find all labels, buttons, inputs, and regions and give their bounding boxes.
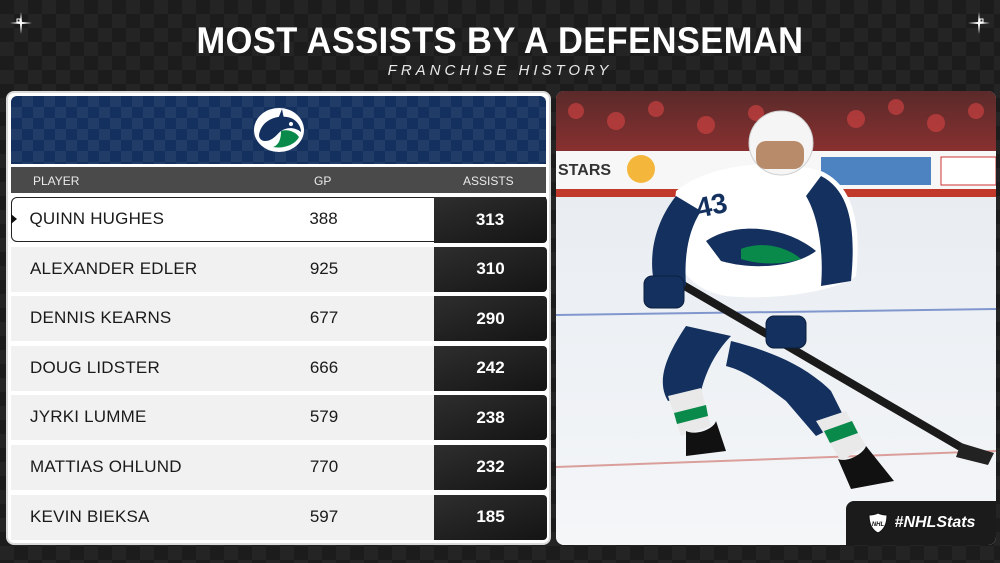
column-header-gp: GP <box>314 174 332 188</box>
column-header-assists: ASSISTS <box>463 174 514 188</box>
assists-value: 242 <box>434 345 547 391</box>
nhl-shield-icon: NHL <box>868 512 888 534</box>
games-played: 677 <box>309 308 339 328</box>
sparkle-icon <box>10 12 32 34</box>
nhl-stats-hashtag: #NHLStats <box>894 514 976 531</box>
player-name: DOUG LIDSTER <box>30 357 160 377</box>
games-played: 666 <box>309 357 339 377</box>
assists-value: 238 <box>434 395 547 441</box>
assists-value: 310 <box>434 246 547 292</box>
assists-value: 232 <box>434 444 547 490</box>
player-name: JYRKI LUMME <box>30 407 147 427</box>
highlight-marker-icon <box>11 214 17 224</box>
assists-value: 185 <box>434 494 547 540</box>
table-row: JYRKI LUMME 579 238 <box>11 395 547 441</box>
table-row: ALEXANDER EDLER 925 310 <box>11 246 547 292</box>
table-row: DOUG LIDSTER 666 242 <box>11 345 547 391</box>
games-played: 597 <box>309 506 339 526</box>
table-row: DENNIS KEARNS 677 290 <box>11 296 547 342</box>
nhl-stats-badge: NHL #NHLStats <box>846 501 996 545</box>
table-header: PLAYER GP ASSISTS <box>11 167 546 193</box>
sparkle-icon <box>968 12 990 34</box>
canucks-orca-logo-icon <box>253 108 304 152</box>
player-name: DENNIS KEARNS <box>30 308 172 328</box>
column-header-player: PLAYER <box>33 174 80 188</box>
table-row: MATTIAS OHLUND 770 232 <box>11 444 547 490</box>
player-name: ALEXANDER EDLER <box>30 258 198 278</box>
games-played: 388 <box>309 208 338 228</box>
jersey-number: 43 <box>693 187 730 224</box>
page-subtitle: FRANCHISE HISTORY <box>387 62 613 79</box>
table-body: QUINN HUGHES 388 313 ALEXANDER EDLER 925… <box>11 196 547 543</box>
boards-text: STARS <box>558 162 611 179</box>
player-photo-illustration: STARS 43 <box>556 91 996 545</box>
games-played: 925 <box>309 258 339 278</box>
games-played: 579 <box>309 407 339 427</box>
table-row: QUINN HUGHES 388 313 <box>11 196 547 243</box>
player-name: MATTIAS OHLUND <box>30 456 182 476</box>
player-photo: STARS 43 <box>556 91 996 545</box>
games-played: 770 <box>309 456 339 476</box>
stats-table-panel: PLAYER GP ASSISTS QUINN HUGHES 388 313 A… <box>6 91 551 545</box>
page-title: MOST ASSISTS BY A DEFENSEMAN <box>196 20 804 61</box>
svg-text:NHL: NHL <box>871 522 884 528</box>
table-row: KEVIN BIEKSA 597 185 <box>11 494 547 540</box>
player-name: KEVIN BIEKSA <box>30 506 150 526</box>
assists-value: 313 <box>433 196 547 243</box>
assists-value: 290 <box>434 296 547 342</box>
team-logo-band <box>11 96 546 164</box>
player-name: QUINN HUGHES <box>29 208 165 228</box>
